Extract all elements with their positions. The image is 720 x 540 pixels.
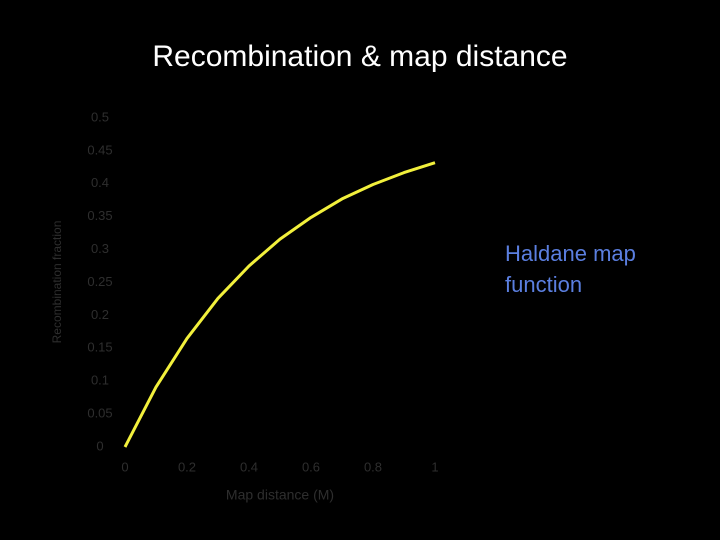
x-tick-label: 1 <box>431 459 438 474</box>
x-tick-label: 0.8 <box>364 459 382 474</box>
x-tick-label: 0 <box>121 459 128 474</box>
x-tick-label: 0.6 <box>302 459 320 474</box>
annotation: Haldane map function <box>505 241 636 297</box>
chart-title: Recombination & map distance <box>152 40 567 73</box>
y-tick-label: 0.05 <box>87 406 112 421</box>
y-tick-label: 0.3 <box>91 241 109 256</box>
y-tick-label: 0.5 <box>91 109 109 124</box>
y-tick-label: 0.2 <box>91 307 109 322</box>
y-tick-label: 0.35 <box>87 208 112 223</box>
y-tick-label: 0.15 <box>87 340 112 355</box>
x-tick-label: 0.2 <box>178 459 196 474</box>
y-tick-label: 0.45 <box>87 142 112 157</box>
y-tick-label: 0.4 <box>91 175 109 190</box>
data-line <box>123 161 436 448</box>
y-tick-label: 0 <box>96 438 103 453</box>
y-axis-label: Recombination fraction <box>50 221 64 344</box>
x-axis-label: Map distance (M) <box>226 487 334 503</box>
x-tick-label: 0.4 <box>240 459 258 474</box>
y-tick-label: 0.1 <box>91 373 109 388</box>
y-tick-label: 0.25 <box>87 274 112 289</box>
